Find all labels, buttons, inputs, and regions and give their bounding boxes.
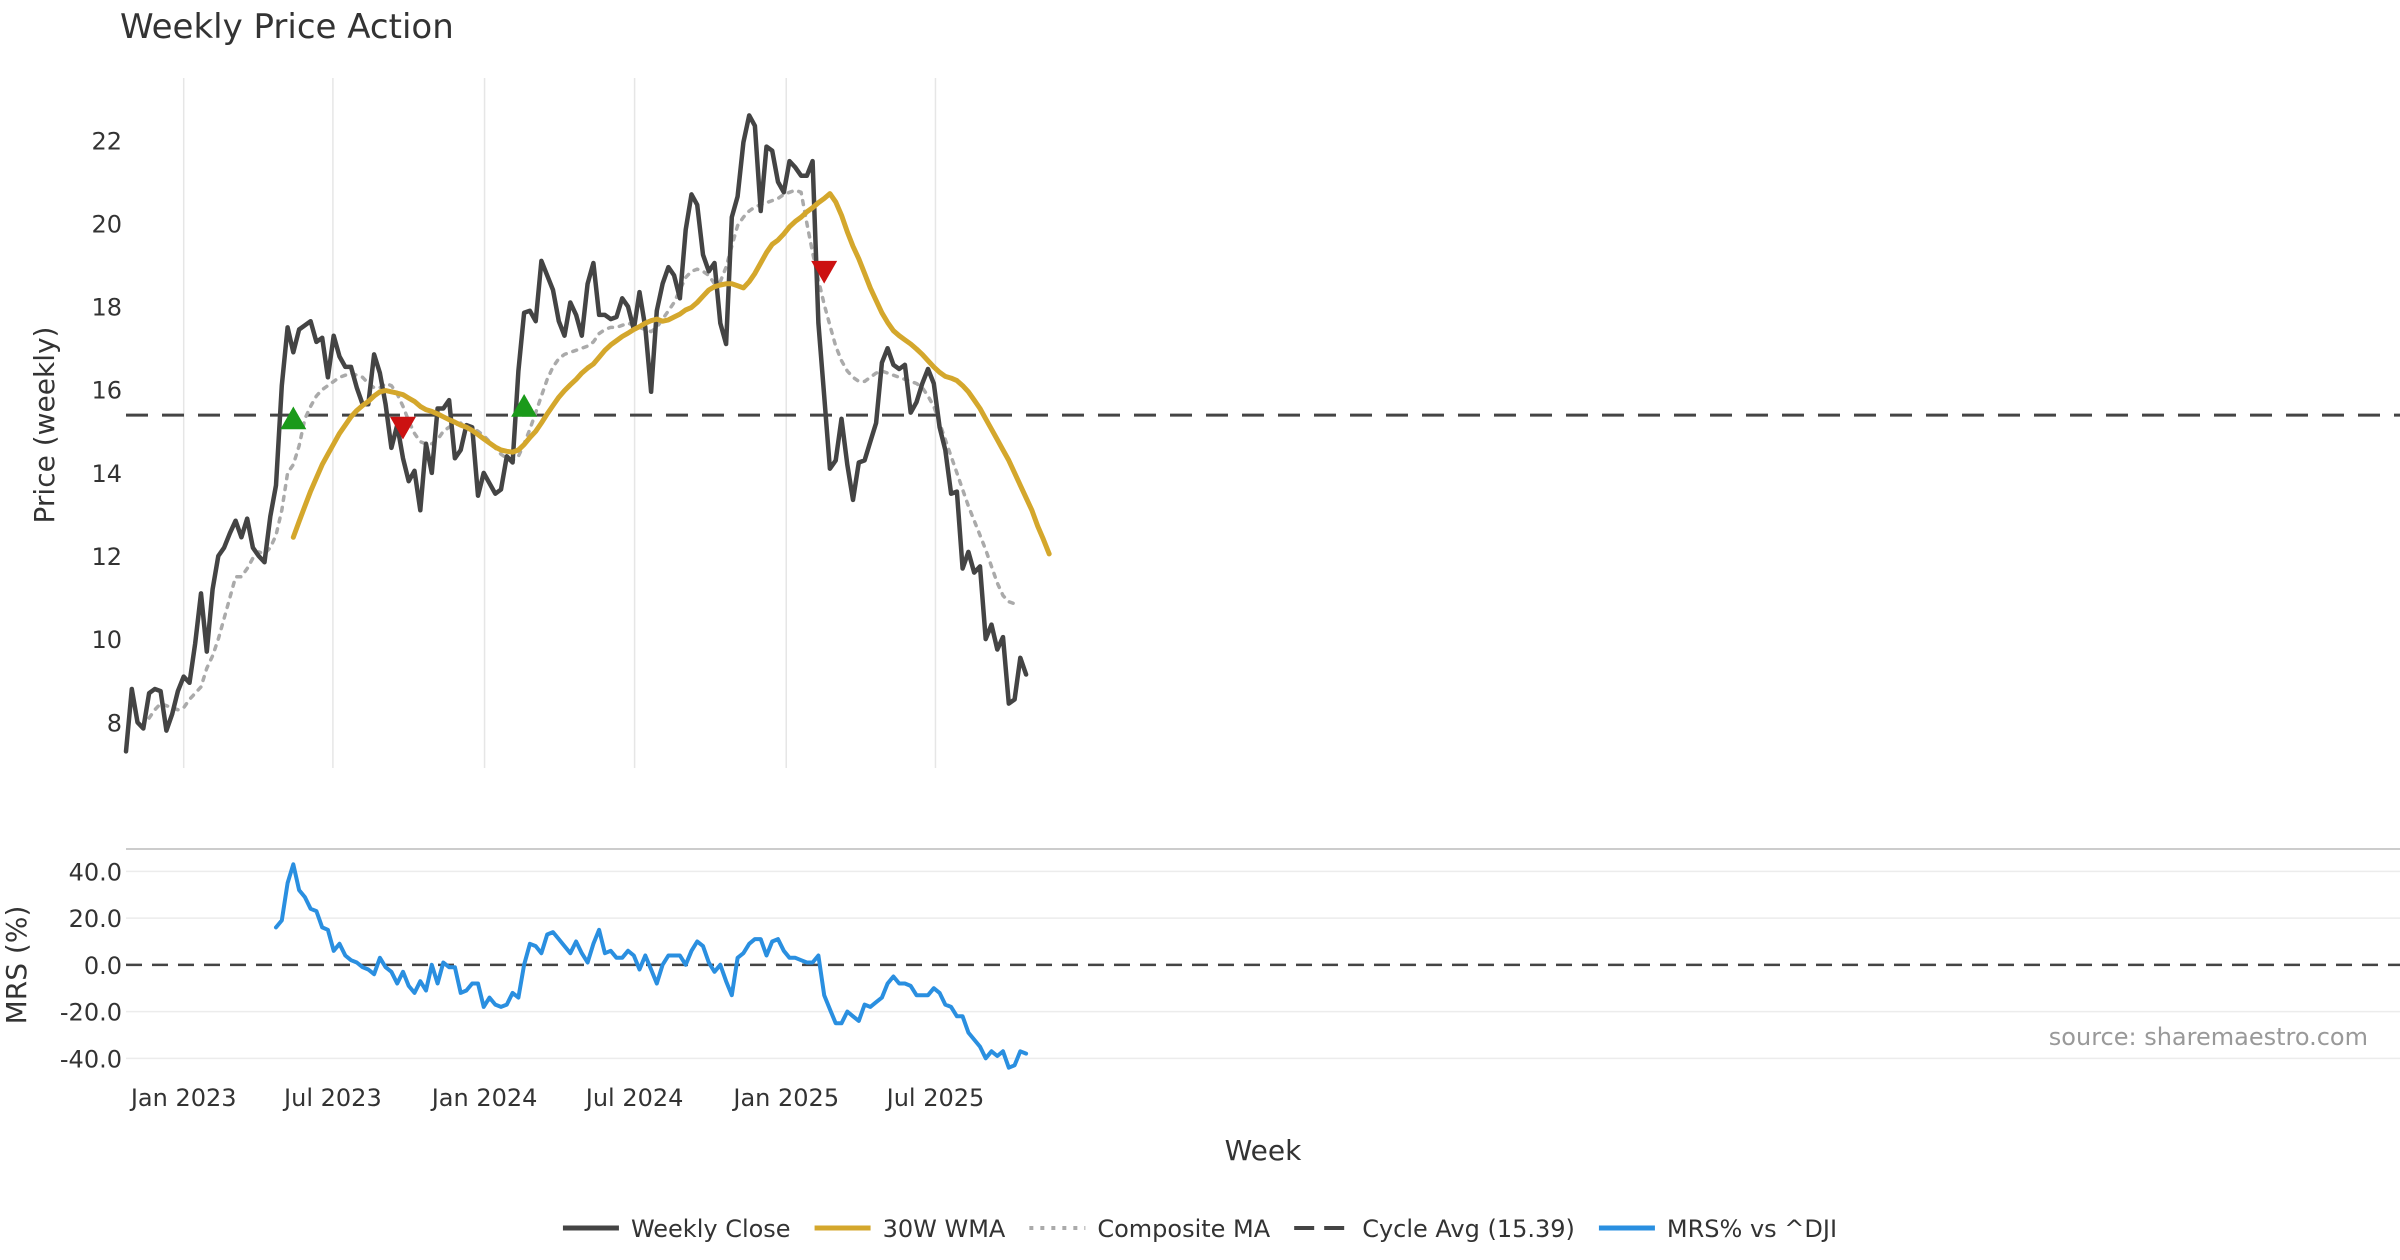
mrs-y-tick-label: 0.0	[84, 952, 122, 980]
x-tick-label: Jan 2023	[129, 1084, 237, 1112]
signal-markers	[280, 260, 838, 440]
price-panel-gridlines	[182, 78, 937, 768]
legend-label: 30W WMA	[883, 1215, 1006, 1243]
mrs-series-line	[274, 862, 1029, 1070]
mrs-y-tick-label: -20.0	[60, 999, 122, 1027]
price-y-tick-label: 10	[91, 626, 122, 654]
price-y-axis-label: Price (weekly)	[28, 327, 61, 524]
mrs-y-tick-label: -40.0	[60, 1045, 122, 1073]
legend: Weekly Close 30W WMA Composite MA Cycle Avg…	[562, 1215, 1837, 1243]
price-y-tick-label: 12	[91, 543, 122, 571]
price-panel: 8 10 12 14 16 18 20 22	[91, 78, 2400, 768]
x-axis-ticks: Jan 2023 Jul 2023 Jan 2024 Jul 2024 Jan 2025…	[129, 1084, 984, 1112]
x-tick-label: Jan 2025	[731, 1084, 839, 1112]
mrs-line	[274, 862, 1029, 1070]
legend-label: MRS% vs ^DJI	[1667, 1215, 1837, 1243]
price-series-lines	[123, 113, 1052, 754]
weekly-close-line	[123, 113, 1029, 754]
x-tick-label: Jan 2024	[430, 1084, 538, 1112]
buy-signal-marker	[511, 394, 538, 417]
chart-title: Weekly Price Action	[120, 7, 454, 47]
wma-30w-line	[290, 191, 1052, 557]
price-y-axis-ticks: 8 10 12 14 16 18 20 22	[91, 127, 122, 737]
sell-signal-marker	[811, 260, 838, 284]
price-y-tick-label: 20	[91, 210, 122, 238]
mrs-y-tick-label: 40.0	[69, 858, 122, 886]
sell-signal-marker	[389, 416, 416, 440]
mrs-y-axis-label: MRS (%)	[0, 906, 33, 1025]
mrs-panel-gridlines	[126, 870, 2400, 1060]
price-y-tick-label: 8	[107, 709, 122, 737]
x-tick-label: Jul 2023	[282, 1084, 382, 1112]
mrs-y-axis-ticks: -40.0 -20.0 0.0 20.0 40.0	[60, 858, 122, 1073]
price-y-tick-label: 14	[91, 460, 122, 488]
legend-label: Composite MA	[1097, 1215, 1270, 1243]
buy-signal-marker	[280, 406, 307, 430]
x-tick-label: Jul 2025	[885, 1084, 985, 1112]
price-y-tick-label: 18	[91, 294, 122, 322]
price-y-tick-label: 16	[91, 377, 122, 405]
x-tick-label: Jul 2024	[584, 1084, 684, 1112]
legend-label: Weekly Close	[631, 1215, 791, 1243]
mrs-panel: -40.0 -20.0 0.0 20.0 40.0	[60, 848, 2400, 1073]
mrs-y-tick-label: 20.0	[69, 905, 122, 933]
composite-ma-line	[147, 188, 1017, 720]
x-axis-label: Week	[1225, 1134, 1302, 1167]
legend-label: Cycle Avg (15.39)	[1362, 1215, 1575, 1243]
price-y-tick-label: 22	[91, 127, 122, 155]
source-note: source: sharemaestro.com	[2049, 1023, 2368, 1051]
